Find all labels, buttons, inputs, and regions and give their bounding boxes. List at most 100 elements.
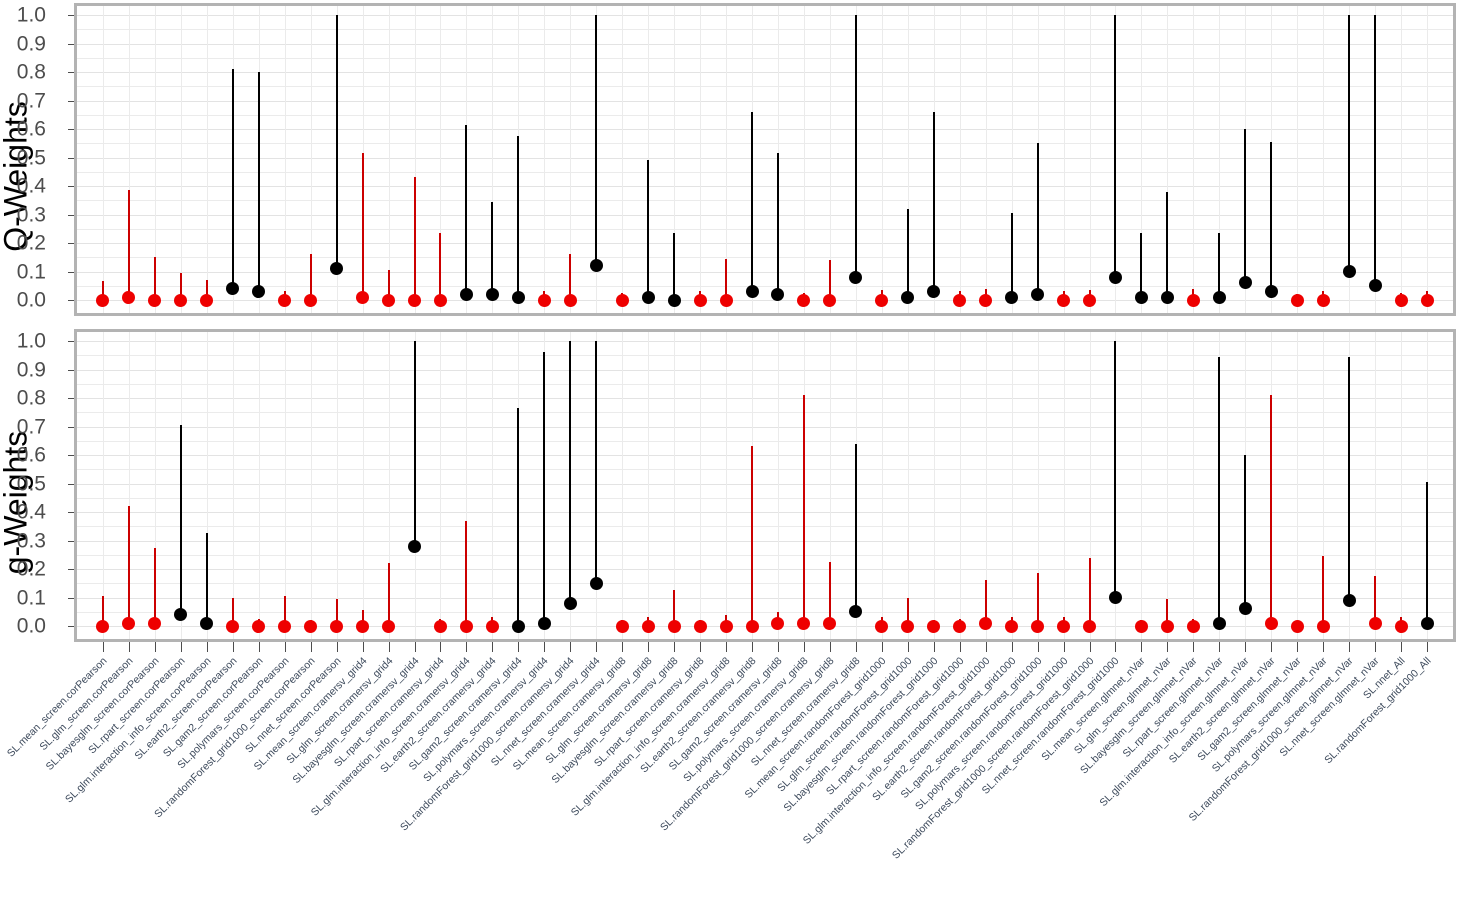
- data-point[interactable]: [485, 287, 499, 301]
- data-point[interactable]: [849, 270, 863, 284]
- data-point[interactable]: [615, 619, 629, 633]
- data-point[interactable]: [356, 290, 370, 304]
- data-point[interactable]: [953, 293, 967, 307]
- data-point[interactable]: [641, 290, 655, 304]
- data-point[interactable]: [1264, 284, 1278, 298]
- data-point[interactable]: [823, 293, 837, 307]
- data-point[interactable]: [693, 619, 707, 633]
- data-point[interactable]: [849, 605, 863, 619]
- data-point[interactable]: [537, 293, 551, 307]
- data-point[interactable]: [122, 290, 136, 304]
- data-point[interactable]: [1420, 293, 1434, 307]
- data-point[interactable]: [96, 619, 110, 633]
- data-point[interactable]: [122, 616, 136, 630]
- data-point[interactable]: [1316, 293, 1330, 307]
- data-point[interactable]: [148, 293, 162, 307]
- data-point[interactable]: [1316, 619, 1330, 633]
- data-point[interactable]: [459, 287, 473, 301]
- data-point[interactable]: [1342, 265, 1356, 278]
- data-point[interactable]: [200, 616, 214, 630]
- data-point[interactable]: [433, 619, 447, 633]
- data-point[interactable]: [797, 616, 811, 630]
- data-point[interactable]: [719, 293, 733, 307]
- data-point[interactable]: [1238, 276, 1252, 290]
- data-point[interactable]: [589, 259, 603, 273]
- data-point[interactable]: [1160, 290, 1174, 304]
- data-point[interactable]: [330, 262, 344, 276]
- data-point[interactable]: [174, 608, 188, 622]
- data-point[interactable]: [1212, 616, 1226, 630]
- data-point[interactable]: [979, 616, 993, 630]
- data-point[interactable]: [979, 293, 993, 307]
- data-point[interactable]: [356, 619, 370, 633]
- data-point[interactable]: [1005, 619, 1019, 633]
- data-point[interactable]: [641, 619, 655, 633]
- data-point[interactable]: [485, 619, 499, 633]
- data-point[interactable]: [1368, 616, 1382, 630]
- data-point[interactable]: [382, 619, 396, 633]
- data-point[interactable]: [1264, 616, 1278, 630]
- data-point[interactable]: [1342, 593, 1356, 607]
- data-point[interactable]: [1083, 293, 1097, 307]
- data-point[interactable]: [1057, 293, 1071, 307]
- data-point[interactable]: [511, 619, 525, 633]
- data-point[interactable]: [1394, 619, 1408, 633]
- data-point[interactable]: [589, 576, 603, 590]
- data-point[interactable]: [278, 619, 292, 633]
- data-point[interactable]: [1031, 619, 1045, 633]
- data-point[interactable]: [745, 284, 759, 298]
- data-point[interactable]: [1368, 279, 1382, 293]
- data-point[interactable]: [563, 596, 577, 610]
- data-point[interactable]: [953, 619, 967, 633]
- data-point[interactable]: [1212, 290, 1226, 304]
- data-point[interactable]: [1186, 619, 1200, 633]
- data-point[interactable]: [1108, 270, 1122, 284]
- data-point[interactable]: [875, 619, 889, 633]
- data-point[interactable]: [1031, 287, 1045, 301]
- data-point[interactable]: [1394, 293, 1408, 307]
- data-point[interactable]: [330, 619, 344, 633]
- data-point[interactable]: [667, 619, 681, 633]
- data-point[interactable]: [823, 616, 837, 630]
- data-point[interactable]: [1186, 293, 1200, 307]
- data-point[interactable]: [96, 293, 110, 307]
- data-point[interactable]: [511, 290, 525, 304]
- data-point[interactable]: [927, 284, 941, 298]
- data-point[interactable]: [901, 619, 915, 633]
- data-point[interactable]: [382, 293, 396, 307]
- data-point[interactable]: [1083, 619, 1097, 633]
- data-point[interactable]: [459, 619, 473, 633]
- data-point[interactable]: [797, 293, 811, 307]
- data-point[interactable]: [304, 293, 318, 307]
- data-point[interactable]: [200, 293, 214, 307]
- data-point[interactable]: [433, 293, 447, 307]
- data-point[interactable]: [719, 619, 733, 633]
- data-point[interactable]: [745, 619, 759, 633]
- data-point[interactable]: [615, 293, 629, 307]
- data-point[interactable]: [1290, 293, 1304, 307]
- data-point[interactable]: [1238, 602, 1252, 616]
- data-point[interactable]: [304, 619, 318, 633]
- data-point[interactable]: [771, 616, 785, 630]
- data-point[interactable]: [1160, 619, 1174, 633]
- data-point[interactable]: [563, 293, 577, 307]
- data-point[interactable]: [927, 619, 941, 633]
- data-point[interactable]: [537, 616, 551, 630]
- data-point[interactable]: [1134, 290, 1148, 304]
- data-point[interactable]: [875, 293, 889, 307]
- data-point[interactable]: [1005, 290, 1019, 304]
- data-point[interactable]: [148, 616, 162, 630]
- data-point[interactable]: [667, 293, 681, 307]
- data-point[interactable]: [226, 619, 240, 633]
- data-point[interactable]: [1134, 619, 1148, 633]
- data-point[interactable]: [901, 290, 915, 304]
- data-point[interactable]: [252, 619, 266, 633]
- data-point[interactable]: [1108, 591, 1122, 604]
- data-point[interactable]: [252, 284, 266, 298]
- data-point[interactable]: [1057, 619, 1071, 633]
- data-point[interactable]: [408, 293, 421, 307]
- data-point[interactable]: [1420, 616, 1434, 630]
- data-point[interactable]: [174, 293, 188, 307]
- data-point[interactable]: [771, 287, 785, 301]
- data-point[interactable]: [226, 282, 240, 296]
